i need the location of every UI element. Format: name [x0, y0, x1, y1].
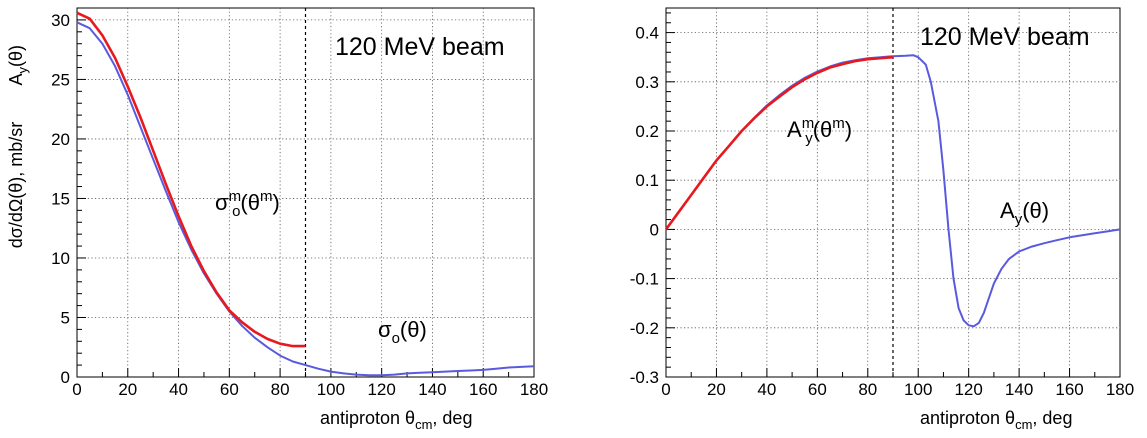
- x-tick-label: 40: [757, 380, 776, 399]
- x-tick-label: 100: [317, 380, 345, 399]
- y-tick-label: 0.2: [635, 122, 659, 141]
- x-tick-label: 160: [1055, 380, 1083, 399]
- x-tick-label: 80: [858, 380, 877, 399]
- y-tick-label: 0: [61, 368, 70, 387]
- y-tick-label: 20: [51, 130, 70, 149]
- x-tick-label: 120: [367, 380, 395, 399]
- y-tick-label: 25: [51, 70, 70, 89]
- x-tick-label: 60: [220, 380, 239, 399]
- y-tick-label: -0.3: [630, 368, 659, 387]
- x-tick-label: 140: [418, 380, 446, 399]
- full-curve: [76, 21, 535, 377]
- y-tick-label: -0.1: [630, 270, 659, 289]
- x-tick-label: 140: [1005, 380, 1033, 399]
- model-curve-label: Am y(θm): [787, 115, 852, 147]
- y-tick-label: 10: [51, 249, 70, 268]
- x-tick-label: 20: [707, 380, 726, 399]
- y-tick-label: 0.1: [635, 171, 659, 190]
- y-tick-label: -0.2: [630, 319, 659, 338]
- y-tick-label: 5: [61, 308, 70, 327]
- x-tick-label: 100: [904, 380, 932, 399]
- x-tick-label: 120: [954, 380, 982, 399]
- model-curve: [76, 11, 306, 348]
- y-tick-label: 0: [650, 220, 659, 239]
- y-axis-title: Ay(θ): [6, 45, 30, 86]
- full-curve-label: Ay(θ): [1000, 198, 1049, 228]
- model-curve: [664, 55, 894, 231]
- beam-annotation: 120 MeV beam: [920, 23, 1090, 51]
- y-tick-label: 30: [51, 11, 70, 30]
- cross-section-panel: 0 20 40 60 80 100 120 140 160 180 0 5 10 15 20 25 30 120 …: [6, 7, 548, 432]
- y-tick-label: 15: [51, 189, 70, 208]
- x-tick-label: 80: [271, 380, 290, 399]
- beam-annotation: 120 MeV beam: [335, 33, 505, 61]
- x-tick-label: 180: [1106, 380, 1134, 399]
- y-tick-label: 0.3: [635, 73, 659, 92]
- x-tick-label: 0: [661, 380, 670, 399]
- x-tick-label: 0: [72, 380, 81, 399]
- analyzing-power-panel: 0 20 40 60 80 100 120 140 160 180-0.3-0.2-0.100.1…: [6, 7, 1134, 432]
- y-axis-title: dσ/dΩ(θ), mb/sr: [6, 122, 26, 249]
- x-tick-label: 160: [469, 380, 497, 399]
- x-tick-label: 40: [169, 380, 188, 399]
- x-tick-label: 60: [808, 380, 827, 399]
- model-curve-label: σm o(θm): [215, 188, 280, 220]
- x-axis-title: antiproton θcm, deg: [920, 408, 1072, 432]
- full-curve-label: σo(θ): [378, 317, 427, 347]
- x-tick-label: 20: [118, 380, 137, 399]
- x-axis-title: antiproton θcm, deg: [320, 408, 472, 432]
- y-tick-label: 0.4: [635, 24, 659, 43]
- x-tick-label: 180: [520, 380, 548, 399]
